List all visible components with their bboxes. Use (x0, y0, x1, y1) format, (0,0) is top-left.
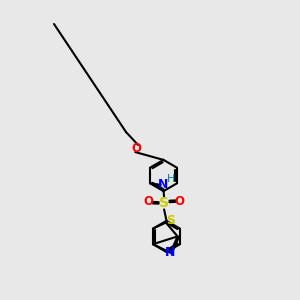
Text: O: O (143, 195, 154, 208)
Text: O: O (175, 195, 185, 208)
Text: N: N (165, 246, 176, 259)
Text: S: S (166, 214, 175, 227)
Text: H: H (167, 174, 175, 184)
Text: O: O (131, 142, 142, 155)
Text: S: S (159, 196, 169, 210)
Text: N: N (158, 178, 169, 191)
